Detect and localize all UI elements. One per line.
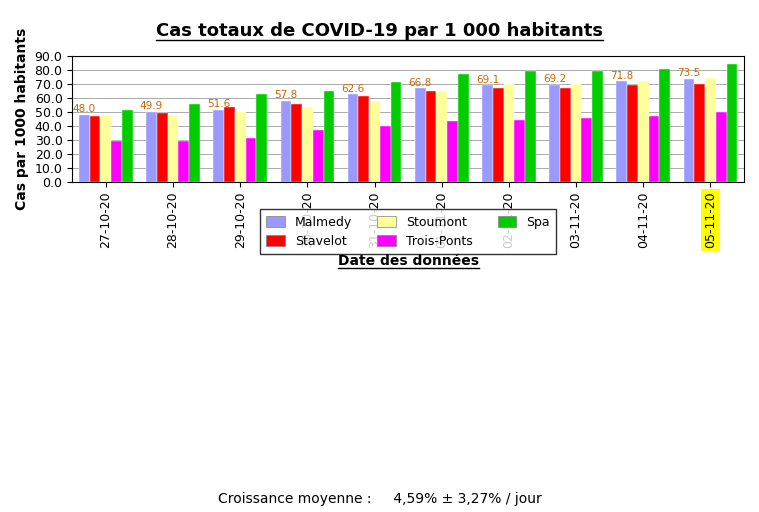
Text: 71.8: 71.8: [610, 71, 633, 81]
Bar: [235, 112, 246, 182]
Bar: [705, 78, 716, 182]
Text: 48.0: 48.0: [73, 104, 96, 114]
Bar: [447, 121, 458, 182]
Bar: [213, 110, 224, 182]
Bar: [616, 81, 627, 182]
Bar: [694, 84, 705, 182]
Legend: Malmedy, Stavelot, Stoumont, Trois-Ponts, Spa: Malmedy, Stavelot, Stoumont, Trois-Ponts…: [260, 209, 556, 254]
Bar: [525, 71, 536, 182]
Bar: [515, 120, 525, 182]
Bar: [716, 112, 726, 182]
Text: 51.6: 51.6: [207, 99, 230, 109]
Bar: [189, 104, 200, 182]
Bar: [638, 81, 649, 182]
Bar: [426, 91, 436, 182]
Bar: [224, 107, 235, 182]
Bar: [369, 101, 380, 182]
Text: 69.2: 69.2: [543, 74, 566, 84]
Text: 69.1: 69.1: [476, 75, 499, 84]
Bar: [560, 88, 571, 182]
Bar: [178, 141, 189, 182]
Bar: [550, 85, 560, 182]
Bar: [436, 91, 447, 182]
Text: 66.8: 66.8: [408, 78, 432, 88]
Bar: [323, 91, 334, 182]
Bar: [122, 110, 133, 182]
Text: 49.9: 49.9: [140, 101, 163, 112]
Bar: [503, 84, 515, 182]
Bar: [358, 96, 369, 182]
Bar: [281, 101, 291, 182]
Bar: [313, 130, 323, 182]
Bar: [415, 89, 426, 182]
Bar: [246, 138, 257, 182]
Bar: [493, 88, 503, 182]
Bar: [592, 71, 603, 182]
Text: 57.8: 57.8: [274, 91, 298, 100]
Bar: [112, 141, 122, 182]
Bar: [291, 103, 302, 182]
Text: 73.5: 73.5: [677, 69, 701, 78]
Bar: [684, 79, 694, 182]
Bar: [79, 115, 90, 182]
Bar: [90, 116, 100, 182]
Bar: [302, 107, 313, 182]
Y-axis label: Cas par 1000 habitants: Cas par 1000 habitants: [15, 28, 29, 210]
X-axis label: Date des données: Date des données: [338, 254, 479, 268]
Bar: [157, 113, 168, 182]
Bar: [627, 84, 638, 182]
Bar: [348, 94, 358, 182]
Bar: [458, 74, 468, 182]
Bar: [146, 112, 157, 182]
Bar: [660, 69, 670, 182]
Bar: [726, 63, 737, 182]
Bar: [100, 115, 112, 182]
Text: 62.6: 62.6: [342, 83, 364, 94]
Bar: [649, 116, 660, 182]
Bar: [391, 82, 402, 182]
Text: Croissance moyenne :     4,59% ± 3,27% / jour: Croissance moyenne : 4,59% ± 3,27% / jou…: [218, 492, 541, 506]
Bar: [257, 94, 267, 182]
Text: Cas totaux de COVID-19 par 1 000 habitants: Cas totaux de COVID-19 par 1 000 habitan…: [156, 22, 603, 39]
Bar: [380, 126, 391, 182]
Bar: [168, 115, 178, 182]
Bar: [571, 84, 581, 182]
Bar: [482, 85, 493, 182]
Bar: [581, 118, 592, 182]
